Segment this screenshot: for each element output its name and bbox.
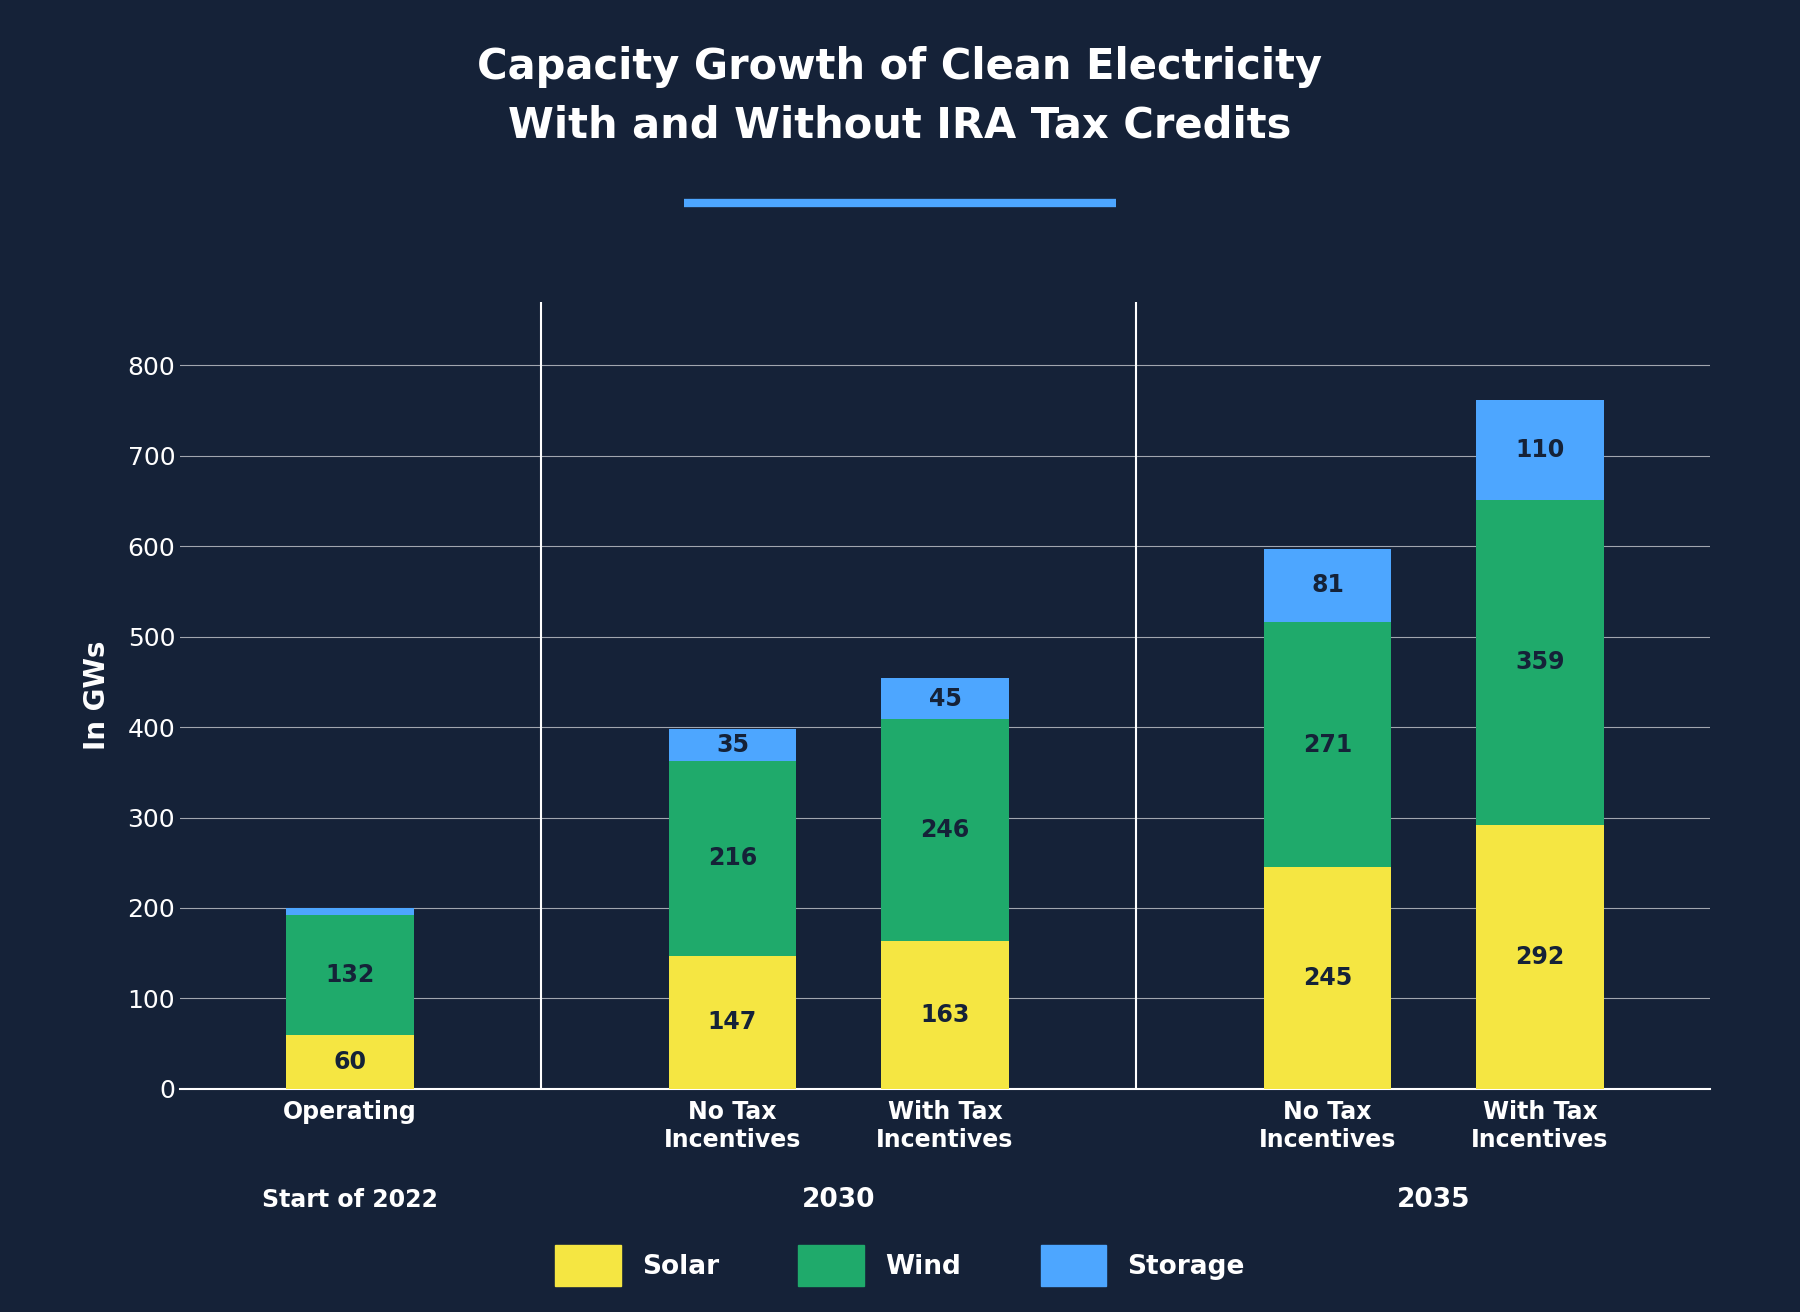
Text: Capacity Growth of Clean Electricity
With and Without IRA Tax Credits: Capacity Growth of Clean Electricity Wit… xyxy=(477,46,1323,147)
Text: 163: 163 xyxy=(920,1004,970,1027)
Bar xyxy=(1476,500,1604,825)
Text: 35: 35 xyxy=(716,732,749,757)
Text: 45: 45 xyxy=(929,686,961,711)
Bar xyxy=(882,678,1008,719)
Bar xyxy=(670,729,796,761)
Bar xyxy=(286,916,414,1035)
Text: 132: 132 xyxy=(326,963,374,987)
Bar xyxy=(670,761,796,956)
Bar xyxy=(1264,867,1391,1089)
Text: 246: 246 xyxy=(920,819,970,842)
Text: 2030: 2030 xyxy=(803,1187,875,1214)
Text: 216: 216 xyxy=(707,846,758,870)
Text: 292: 292 xyxy=(1516,945,1564,968)
Bar xyxy=(670,956,796,1089)
Bar xyxy=(1476,400,1604,500)
Text: Start of 2022: Start of 2022 xyxy=(263,1189,437,1212)
Text: 245: 245 xyxy=(1303,966,1352,991)
Text: 110: 110 xyxy=(1516,438,1564,462)
Text: 2035: 2035 xyxy=(1397,1187,1471,1214)
Bar xyxy=(286,908,414,916)
Bar xyxy=(286,1035,414,1089)
Bar xyxy=(1264,548,1391,622)
Text: 147: 147 xyxy=(707,1010,758,1034)
Text: 271: 271 xyxy=(1303,732,1352,757)
Y-axis label: In GWs: In GWs xyxy=(83,640,112,750)
Bar xyxy=(882,719,1008,942)
Legend: Solar, Wind, Storage: Solar, Wind, Storage xyxy=(554,1245,1246,1286)
Text: 359: 359 xyxy=(1516,651,1564,674)
Text: 81: 81 xyxy=(1310,573,1345,597)
Bar xyxy=(882,942,1008,1089)
Bar xyxy=(1476,825,1604,1089)
Bar xyxy=(1264,622,1391,867)
Text: 60: 60 xyxy=(333,1050,367,1073)
